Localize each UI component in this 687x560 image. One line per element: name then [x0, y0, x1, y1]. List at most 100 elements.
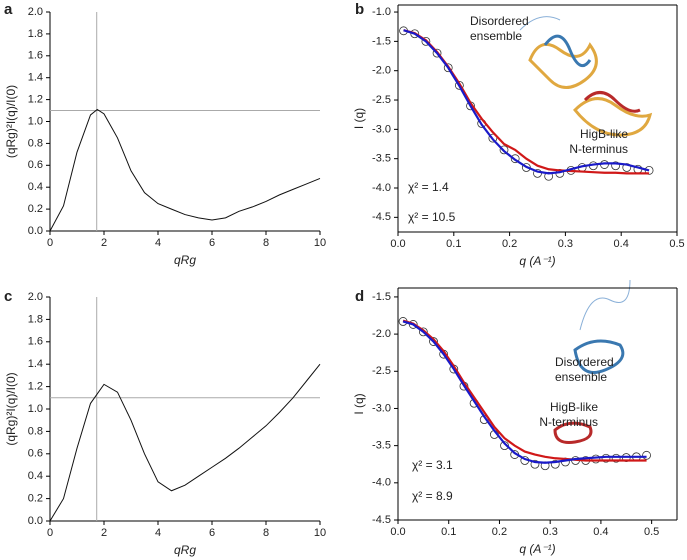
y-tick-label: -2.0 — [372, 328, 391, 340]
annotation: ensemble — [555, 370, 607, 384]
y-tick-label: 1.0 — [28, 403, 43, 415]
data-point — [443, 63, 453, 73]
data-line — [402, 319, 647, 462]
y-tick-label: -3.0 — [372, 123, 391, 135]
x-tick-label: 0.0 — [390, 238, 405, 250]
x-tick-label: 0 — [47, 237, 53, 249]
annotation: HigB-like — [580, 127, 628, 141]
data-point — [499, 145, 509, 155]
y-tick-label: 0.0 — [28, 225, 43, 237]
data-point — [611, 453, 621, 463]
data-point — [550, 459, 560, 469]
data-point — [488, 133, 498, 143]
y-tick-label: 1.6 — [28, 50, 43, 62]
x-tick-label: 0.4 — [593, 526, 608, 538]
annotation: χ² = 8.9 — [412, 489, 453, 503]
x-tick-label: 0.5 — [644, 526, 659, 538]
x-tick-label: 8 — [263, 527, 269, 539]
y-tick-label: -2.0 — [372, 65, 391, 77]
x-tick-label: 0.2 — [502, 238, 517, 250]
annotation: χ² = 1.4 — [408, 180, 449, 194]
y-tick-label: 1.2 — [28, 94, 43, 106]
panel-label: b — [355, 1, 364, 18]
y-tick-label: 1.6 — [28, 336, 43, 348]
y-tick-label: 0.2 — [28, 203, 43, 215]
data-point — [591, 454, 601, 464]
annotation: ensemble — [470, 29, 522, 43]
protein-structure — [519, 16, 653, 444]
x-tick-label: 10 — [314, 237, 326, 249]
x-tick-label: 6 — [209, 237, 215, 249]
x-axis-label: qRg — [174, 253, 196, 267]
x-axis-label: q (A⁻¹) — [519, 542, 555, 556]
y-tick-label: -2.5 — [372, 94, 391, 106]
x-axis-label: qRg — [174, 543, 196, 557]
y-axis-label: (qRg)²I(q)/I(0) — [4, 85, 18, 158]
data-point — [642, 450, 651, 460]
y-tick-label: 0.0 — [28, 515, 43, 527]
y-axis-label: (qRg)²I(q)/I(0) — [4, 372, 18, 445]
data-point — [410, 29, 420, 39]
y-tick-label: 0.6 — [28, 448, 43, 460]
data-point — [418, 327, 428, 337]
y-tick-label: 1.4 — [28, 72, 43, 84]
panel-label: c — [4, 288, 12, 305]
data-point — [601, 453, 611, 463]
panel-label: d — [355, 288, 364, 305]
x-tick-label: 4 — [155, 237, 161, 249]
x-tick-label: 0.3 — [558, 238, 573, 250]
data-point — [611, 161, 621, 171]
y-tick-label: -3.0 — [372, 402, 391, 414]
y-tick-label: 2.0 — [28, 291, 43, 303]
annotation: Disordered — [555, 355, 614, 369]
data-point — [454, 80, 464, 90]
y-tick-label: 0.2 — [28, 493, 43, 505]
annotation: N-terminus — [539, 415, 598, 429]
annotation: χ² = 3.1 — [412, 458, 453, 472]
y-tick-label: 1.8 — [28, 28, 43, 40]
y-tick-label: -1.5 — [372, 35, 391, 47]
y-tick-label: -4.0 — [372, 477, 391, 489]
y-tick-label: 2.0 — [28, 6, 43, 18]
data-point — [408, 320, 418, 329]
y-axis-label: I (q) — [352, 393, 366, 414]
x-tick-label: 2 — [101, 237, 107, 249]
x-tick-label: 0.0 — [390, 526, 405, 538]
data-line — [403, 29, 650, 175]
x-tick-label: 2 — [101, 527, 107, 539]
y-tick-label: -1.5 — [372, 291, 391, 303]
y-tick-label: -1.0 — [372, 6, 391, 18]
data-line — [402, 320, 647, 464]
y-tick-label: -2.5 — [372, 365, 391, 377]
y-tick-label: 0.6 — [28, 159, 43, 171]
x-tick-label: 0.1 — [441, 526, 456, 538]
y-tick-label: -4.5 — [372, 211, 391, 223]
x-tick-label: 0.3 — [543, 526, 558, 538]
x-tick-label: 10 — [314, 527, 326, 539]
x-tick-label: 0.5 — [669, 238, 684, 250]
x-tick-label: 0.2 — [492, 526, 507, 538]
data-point — [510, 154, 520, 164]
data-point — [429, 337, 438, 346]
annotation: HigB-like — [550, 400, 598, 414]
data-line — [49, 363, 321, 522]
y-tick-label: 0.8 — [28, 137, 43, 149]
annotation: N-terminus — [569, 142, 628, 156]
data-point — [533, 168, 542, 178]
y-tick-label: 1.8 — [28, 313, 43, 325]
data-point — [500, 441, 509, 451]
y-tick-label: 0.4 — [28, 470, 43, 482]
panel-label: a — [4, 1, 13, 18]
y-tick-label: 1.0 — [28, 115, 43, 127]
y-tick-label: -4.5 — [372, 514, 391, 526]
y-tick-label: 1.2 — [28, 381, 43, 393]
x-tick-label: 0 — [47, 527, 53, 539]
y-axis-label: I (q) — [352, 108, 366, 129]
data-point — [432, 48, 442, 58]
y-tick-label: -4.0 — [372, 182, 391, 194]
data-point — [530, 459, 540, 469]
x-axis-label: q (A⁻¹) — [519, 254, 555, 268]
y-tick-label: 0.8 — [28, 425, 43, 437]
x-tick-label: 8 — [263, 237, 269, 249]
